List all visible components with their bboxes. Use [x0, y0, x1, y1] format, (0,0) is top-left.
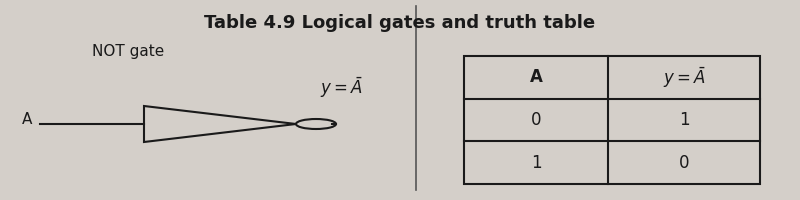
Text: $y=\bar{A}$: $y=\bar{A}$	[662, 65, 706, 90]
Text: A: A	[530, 68, 542, 86]
Text: 0: 0	[530, 111, 542, 129]
Text: $y = \bar{A}$: $y = \bar{A}$	[320, 76, 363, 100]
Text: A: A	[22, 112, 32, 128]
Text: 1: 1	[530, 154, 542, 172]
Text: 1: 1	[678, 111, 690, 129]
Text: 0: 0	[678, 154, 690, 172]
Bar	[464, 56, 760, 184]
Text: Table 4.9 Logical gates and truth table: Table 4.9 Logical gates and truth table	[205, 14, 595, 32]
Text: NOT gate: NOT gate	[92, 44, 164, 59]
